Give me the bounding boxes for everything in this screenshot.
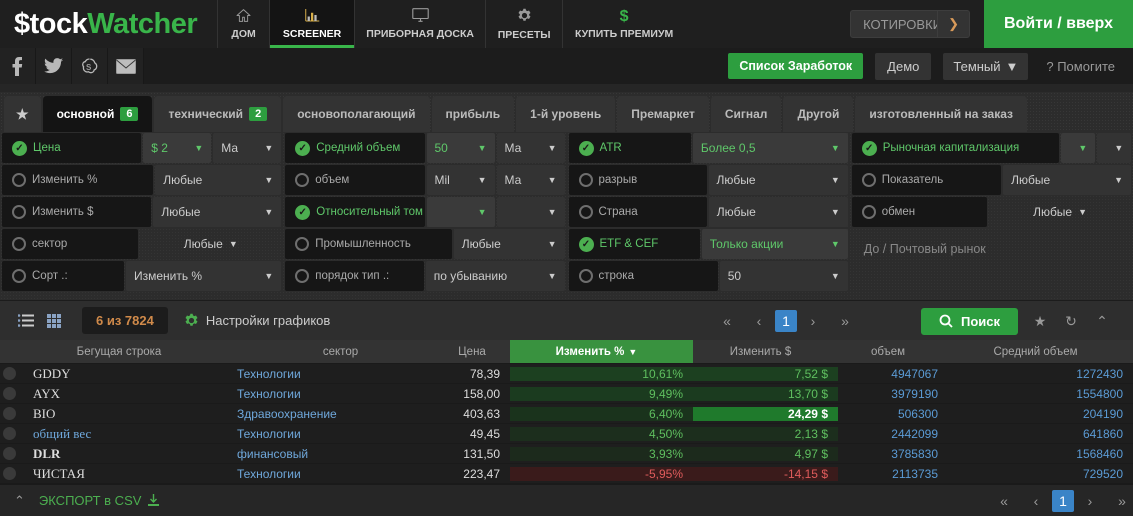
svg-text:S: S [86, 63, 92, 72]
